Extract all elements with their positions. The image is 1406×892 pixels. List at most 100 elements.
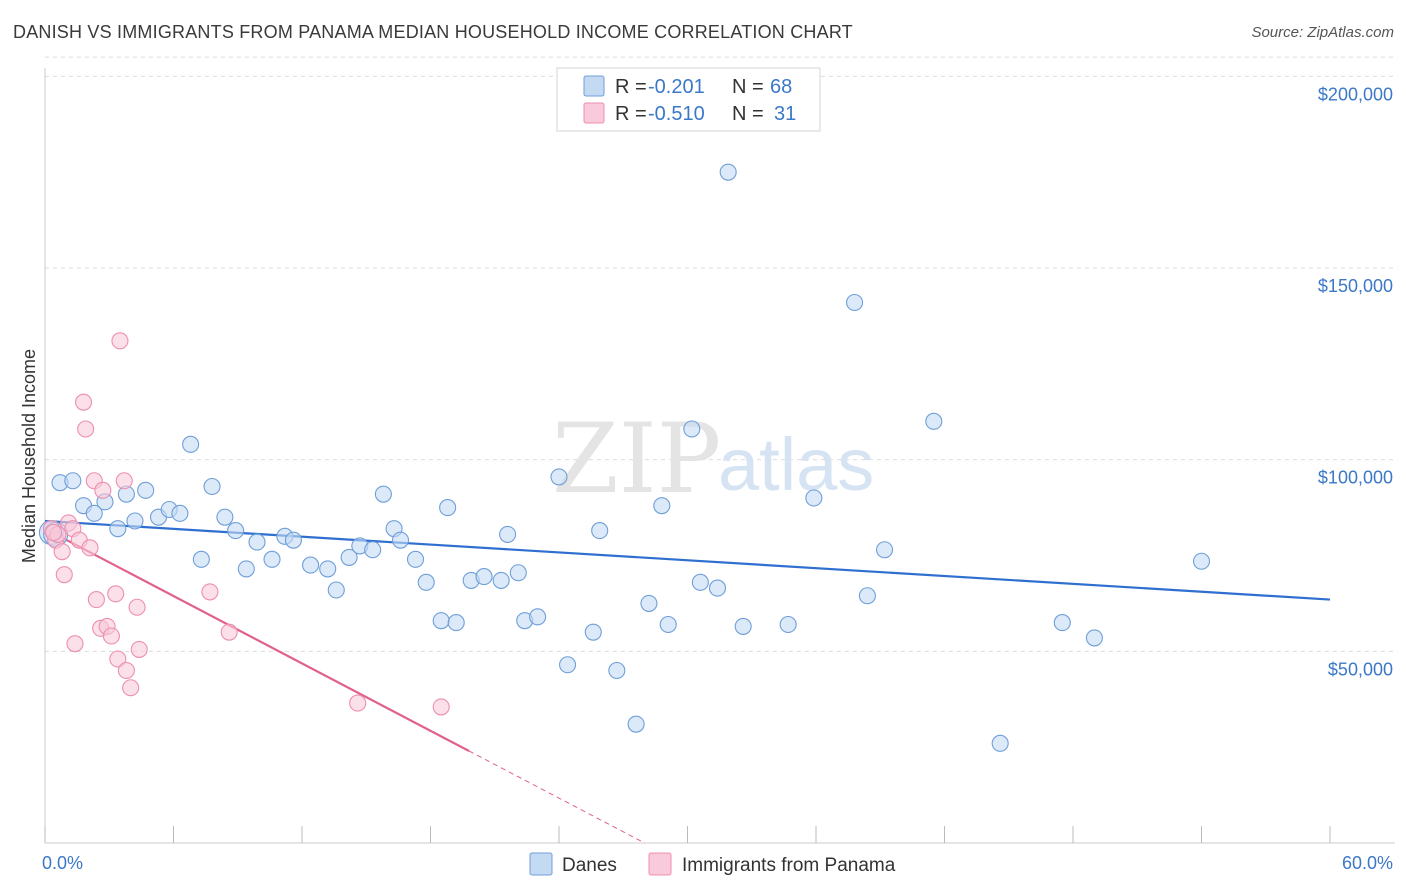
data-points xyxy=(38,163,1211,752)
point-danes xyxy=(227,522,245,540)
y-tick-label: $150,000 xyxy=(1318,276,1393,296)
source-label: Source: ZipAtlas.com xyxy=(1251,24,1394,41)
point-danes xyxy=(584,623,602,641)
point-danes xyxy=(432,612,450,630)
point-panama xyxy=(107,585,125,603)
point-panama xyxy=(220,623,238,641)
point-danes xyxy=(439,499,457,517)
point-panama xyxy=(55,566,73,584)
point-danes xyxy=(492,571,510,589)
trend-lines xyxy=(44,519,1331,844)
point-panama xyxy=(117,661,135,680)
point-danes xyxy=(182,435,200,453)
point-danes xyxy=(659,615,677,634)
point-danes xyxy=(805,489,823,507)
legend-n-label-panama: N = xyxy=(732,103,764,125)
point-danes xyxy=(374,485,392,503)
top-legend: R = -0.201 N = 68 R = -0.510 N = 31 xyxy=(556,67,821,132)
x-tick-labels: 0.0% 60.0% xyxy=(42,853,1393,873)
y-axis-title: Median Household Income xyxy=(19,349,39,563)
point-danes xyxy=(627,715,645,733)
point-danes xyxy=(683,420,701,438)
legend-r-label-panama: R = xyxy=(615,103,647,125)
point-danes xyxy=(653,497,671,515)
point-danes xyxy=(192,550,210,568)
y-tick-label: $100,000 xyxy=(1318,468,1393,488)
bottom-legend-label-panama: Immigrants from Panama xyxy=(682,855,896,876)
point-danes xyxy=(608,661,626,680)
y-tick-label: $50,000 xyxy=(1328,659,1393,679)
point-panama xyxy=(109,650,127,668)
trend-line-panama xyxy=(44,527,470,752)
point-danes xyxy=(691,573,709,591)
point-danes xyxy=(1192,552,1211,570)
point-danes xyxy=(559,656,577,674)
point-danes xyxy=(499,525,517,543)
point-panama xyxy=(45,523,63,542)
point-danes xyxy=(327,581,345,599)
bottom-legend-swatch-danes xyxy=(529,852,553,876)
watermark-atlas: atlas xyxy=(718,423,874,506)
point-danes xyxy=(391,531,410,549)
point-panama xyxy=(201,583,219,601)
legend-r-value-danes: -0.201 xyxy=(648,76,705,98)
point-panama xyxy=(94,481,112,499)
x-tick-label: 0.0% xyxy=(42,853,83,873)
point-panama xyxy=(66,635,84,653)
point-danes xyxy=(340,548,358,566)
point-danes xyxy=(734,617,752,635)
point-panama xyxy=(115,472,133,490)
axes xyxy=(44,68,1395,844)
point-danes xyxy=(109,520,127,538)
point-danes xyxy=(779,615,797,634)
point-danes xyxy=(64,472,82,490)
chart-title: DANISH VS IMMIGRANTS FROM PANAMA MEDIAN … xyxy=(13,22,853,42)
point-danes xyxy=(475,568,493,586)
point-panama xyxy=(432,698,450,716)
point-danes xyxy=(126,512,144,530)
watermark: ZIP atlas xyxy=(552,403,874,515)
legend-n-value-panama: 31 xyxy=(774,103,796,125)
point-danes xyxy=(719,163,737,181)
point-danes xyxy=(858,587,876,605)
point-danes xyxy=(708,579,727,597)
point-danes xyxy=(991,734,1009,752)
point-danes xyxy=(417,573,435,591)
point-danes xyxy=(137,481,155,499)
bottom-legend: Danes Immigrants from Panama xyxy=(529,852,896,876)
point-danes xyxy=(591,522,609,540)
point-danes xyxy=(529,608,547,626)
legend-swatch-danes xyxy=(583,75,605,97)
point-danes xyxy=(203,477,221,496)
bottom-legend-swatch-panama xyxy=(648,852,672,876)
point-danes xyxy=(1053,614,1071,632)
point-danes xyxy=(237,560,255,578)
point-danes xyxy=(406,550,425,568)
point-danes xyxy=(171,504,189,522)
point-panama xyxy=(130,640,148,658)
legend-r-value-panama: -0.510 xyxy=(648,103,705,125)
point-danes xyxy=(925,412,943,430)
bottom-legend-label-danes: Danes xyxy=(562,855,617,876)
point-danes xyxy=(509,564,527,582)
point-danes xyxy=(845,293,864,312)
point-danes xyxy=(1085,629,1103,647)
point-danes xyxy=(284,531,302,549)
point-danes xyxy=(640,594,658,612)
legend-swatch-panama xyxy=(583,102,605,124)
point-danes xyxy=(319,560,337,578)
legend-n-label-danes: N = xyxy=(732,76,764,98)
legend-n-value-danes: 68 xyxy=(770,76,792,98)
point-danes xyxy=(447,614,465,632)
point-danes xyxy=(216,508,234,526)
point-danes xyxy=(263,550,281,568)
y-tick-labels: $50,000 $100,000 $150,000 $200,000 xyxy=(1318,84,1393,679)
legend-r-label-danes: R = xyxy=(615,76,647,98)
point-danes xyxy=(364,541,382,559)
x-tick-label: 60.0% xyxy=(1342,853,1393,873)
watermark-zip: ZIP xyxy=(552,403,721,515)
point-danes xyxy=(85,504,103,522)
point-panama xyxy=(75,393,93,411)
point-panama xyxy=(53,543,71,561)
